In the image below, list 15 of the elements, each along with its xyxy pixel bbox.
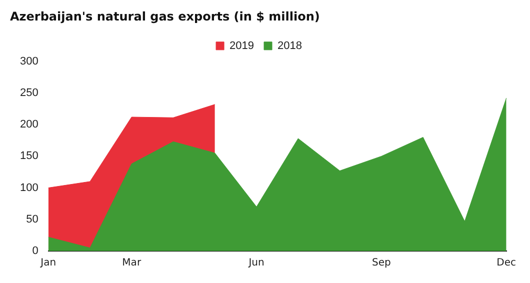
x-tick-label: Dec	[496, 258, 516, 269]
x-tick-label: Jan	[40, 258, 56, 269]
x-tick-label: Sep	[372, 258, 391, 269]
y-tick-label: 50	[26, 213, 38, 226]
legend-label: 2019	[230, 40, 254, 52]
chart-title: Azerbaijan's natural gas exports (in $ million)	[10, 9, 320, 24]
y-tick-label: 300	[20, 55, 38, 68]
x-tick-label: Mar	[122, 258, 142, 269]
y-tick-label: 0	[32, 245, 38, 258]
x-tick-label: Jun	[248, 258, 264, 269]
legend-label: 2018	[278, 40, 302, 52]
y-tick-label: 200	[20, 118, 38, 131]
y-tick-label: 100	[20, 182, 38, 194]
y-tick-label: 250	[20, 87, 38, 100]
y-tick-label: 150	[20, 150, 38, 162]
